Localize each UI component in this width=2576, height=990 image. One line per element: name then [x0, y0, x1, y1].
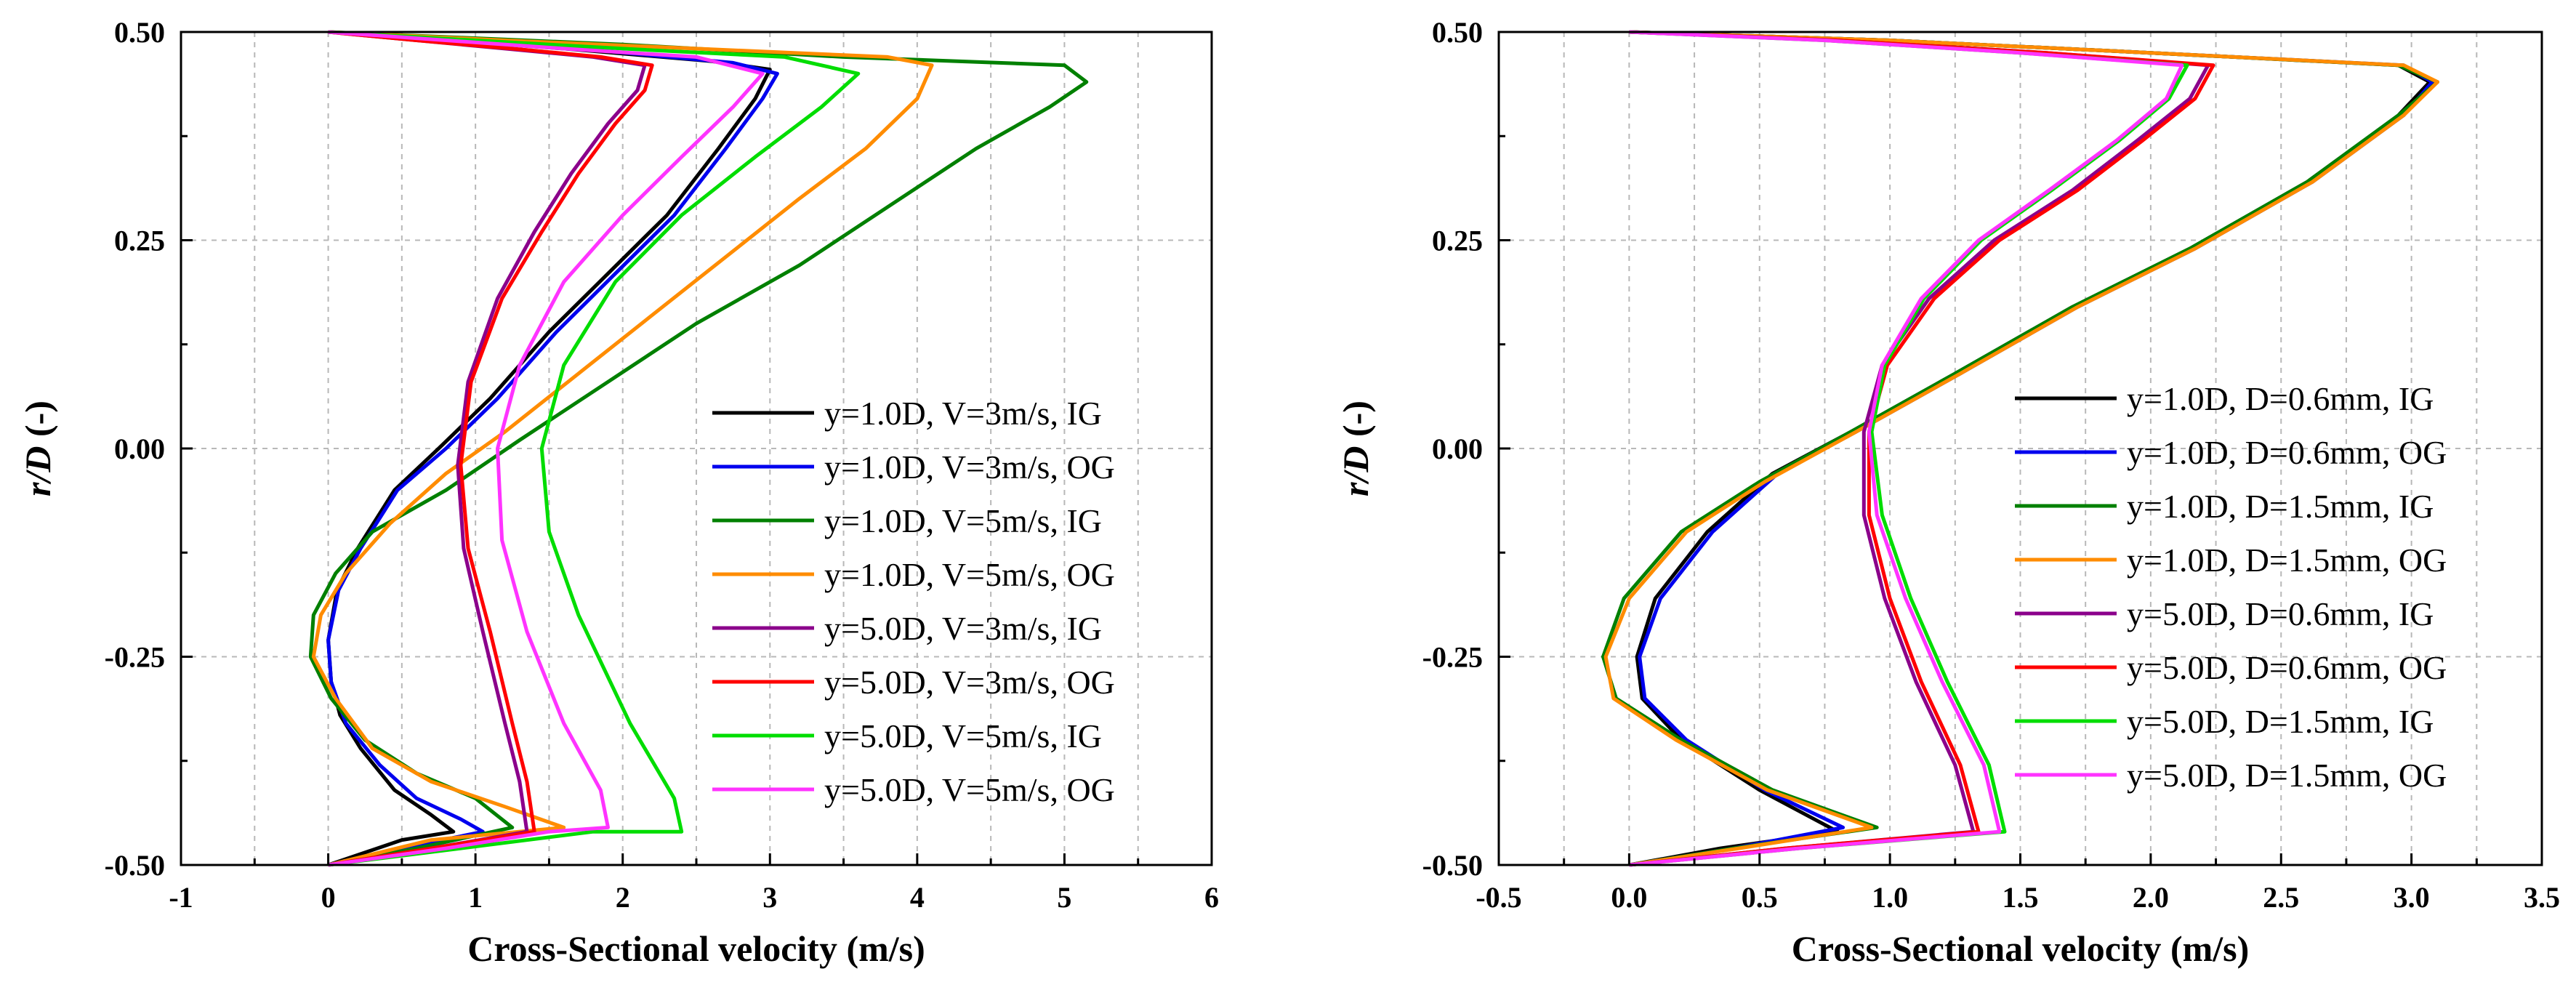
x-tick-label: -1	[169, 881, 193, 914]
x-tick-label: 0.5	[1742, 881, 1778, 914]
y-tick-label: 0.50	[1432, 16, 1483, 49]
x-tick-label: 1.5	[2003, 881, 2039, 914]
y-tick-label: -0.50	[105, 849, 165, 882]
series-line-4	[1603, 30, 2439, 867]
x-tick-label: 2	[616, 881, 630, 914]
y-tick-label: -0.25	[105, 641, 165, 674]
x-tick-label: 1.0	[1872, 881, 1908, 914]
x-tick-label: -0.5	[1476, 881, 1521, 914]
legend: y=1.0D, D=0.6mm, IG y=1.0D, D=0.6mm, OG y=…	[2015, 380, 2447, 794]
y-tick-label: 0.25	[1432, 225, 1483, 257]
legend-label-1: y=1.0D, D=0.6mm, IG	[2127, 380, 2434, 417]
series-line-6	[1629, 30, 2215, 867]
grid	[1499, 32, 2542, 865]
y-axis-title-unit: (-)	[17, 401, 58, 446]
legend-label-8: y=5.0D, V=5m/s, OG	[824, 771, 1115, 808]
y-tick-label: 0.00	[114, 432, 165, 465]
x-tick-label: 0.0	[1611, 881, 1647, 914]
y-tick-label: -0.50	[1422, 849, 1483, 882]
legend-label-4: y=1.0D, V=5m/s, OG	[824, 556, 1115, 593]
y-tick-label: -0.25	[1422, 641, 1483, 674]
series-group	[308, 30, 1089, 867]
series-group	[1601, 30, 2439, 867]
legend-label-7: y=5.0D, V=5m/s, IG	[824, 717, 1102, 754]
legend-label-3: y=1.0D, V=5m/s, IG	[824, 502, 1102, 539]
series-line-8	[328, 30, 765, 867]
y-axis-title-main: r/D	[17, 446, 58, 496]
series-line-8	[1629, 30, 2184, 867]
legend-label-2: y=1.0D, V=3m/s, OG	[824, 448, 1115, 486]
legend-label-4: y=1.0D, D=1.5mm, OG	[2127, 542, 2447, 579]
series-line-7	[328, 30, 861, 867]
y-axis-title: r/D (-)	[1335, 401, 1376, 496]
y-tick-label: 0.00	[1432, 432, 1483, 465]
series-line-6	[328, 30, 654, 867]
x-tick-label: 3.5	[2524, 881, 2560, 914]
legend-label-6: y=5.0D, D=0.6mm, OG	[2127, 649, 2447, 686]
y-tick-label: 0.50	[114, 16, 165, 49]
y-axis-title-unit: (-)	[1335, 401, 1376, 446]
right-chart-panel: -0.5 0.0 0.5 1.0 1.5 2.0 2.5 3.0 3.5 -0.50 -0.25 0.…	[1335, 16, 2560, 969]
legend-label-8: y=5.0D, D=1.5mm, OG	[2127, 757, 2447, 794]
y-tick-label: 0.25	[114, 225, 165, 257]
series-line-4	[311, 30, 934, 867]
legend-label-5: y=5.0D, V=3m/s, IG	[824, 610, 1102, 647]
grid	[181, 32, 1212, 865]
x-tick-label: 4	[910, 881, 925, 914]
legend: y=1.0D, V=3m/s, IG y=1.0D, V=3m/s, OG y=1.…	[712, 395, 1115, 808]
x-axis-title: Cross-Sectional velocity (m/s)	[467, 928, 925, 969]
x-axis-title: Cross-Sectional velocity (m/s)	[1792, 928, 2250, 969]
y-axis-title: r/D (-)	[17, 401, 58, 496]
x-tick-label: 1	[468, 881, 483, 914]
x-tick-label: 2.5	[2263, 881, 2299, 914]
y-axis-title-main: r/D	[1335, 446, 1376, 496]
legend-label-7: y=5.0D, D=1.5mm, IG	[2127, 703, 2434, 740]
legend-label-5: y=5.0D, D=0.6mm, IG	[2127, 595, 2434, 632]
legend-label-1: y=1.0D, V=3m/s, IG	[824, 395, 1102, 432]
series-line-2	[326, 30, 779, 867]
x-tick-label: 6	[1204, 881, 1219, 914]
left-chart-panel: -1 0 1 2 3 4 5 6 -0.50 -0.25 0.00 0.25 0.50 Cross-Sec…	[17, 16, 1219, 969]
x-tick-label: 2.0	[2133, 881, 2169, 914]
legend-label-2: y=1.0D, D=0.6mm, OG	[2127, 434, 2447, 471]
legend-label-6: y=5.0D, V=3m/s, OG	[824, 664, 1115, 701]
x-tick-label: 0	[321, 881, 336, 914]
x-tick-label: 3	[762, 881, 777, 914]
x-tick-label: 5	[1057, 881, 1071, 914]
x-tick-label: 3.0	[2394, 881, 2430, 914]
legend-label-3: y=1.0D, D=1.5mm, IG	[2127, 488, 2434, 525]
